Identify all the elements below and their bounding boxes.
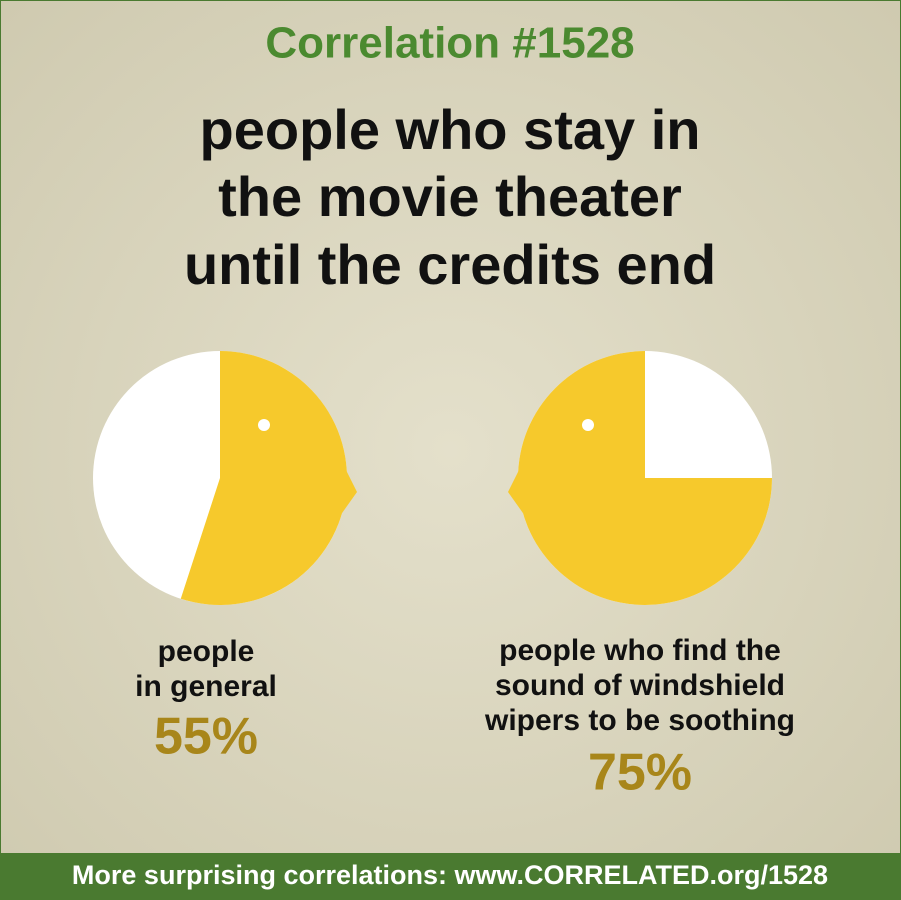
pie-label: wipers to be soothing	[484, 704, 795, 737]
beak	[508, 438, 535, 530]
value-label: 55%	[154, 708, 258, 766]
pie-label: people	[158, 635, 255, 668]
title: Correlation #1528	[265, 19, 634, 68]
pie-label: in general	[135, 670, 277, 703]
pie-label: sound of windshield	[495, 669, 785, 702]
beak	[330, 438, 357, 530]
subtitle-line: the movie theater	[218, 165, 682, 228]
eye	[582, 419, 594, 431]
footer-bar	[0, 853, 901, 900]
subtitle-line: until the credits end	[184, 233, 716, 296]
pie-slice	[180, 351, 347, 605]
footer: More surprising correlations: www.CORREL…	[72, 860, 828, 890]
pie-label: people who find the	[499, 634, 781, 667]
subtitle-line: people who stay in	[200, 98, 701, 161]
value-label: 75%	[588, 744, 692, 802]
eye	[258, 419, 270, 431]
pie-slice	[518, 351, 772, 605]
